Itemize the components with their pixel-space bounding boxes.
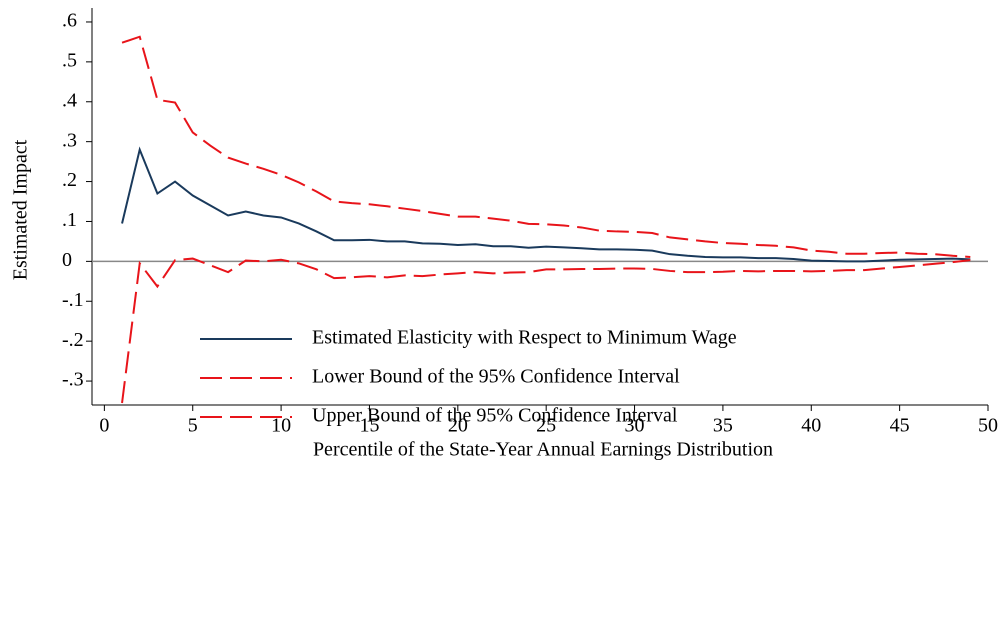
y-tick-label: .5 (62, 49, 77, 71)
y-tick-label: .6 (62, 10, 77, 32)
x-tick-label: 10 (271, 415, 291, 437)
x-tick-label: 20 (448, 415, 468, 437)
y-tick-label: .1 (62, 209, 77, 231)
y-tick-label: .2 (62, 169, 77, 191)
legend-label: Lower Bound of the 95% Confidence Interv… (312, 366, 680, 388)
y-tick-label: -.3 (62, 369, 84, 391)
y-tick-label: 0 (62, 249, 72, 271)
y-tick-label: -.1 (62, 289, 84, 311)
x-tick-label: 40 (801, 415, 821, 437)
series-line (121, 257, 971, 404)
y-tick-label: .4 (62, 89, 77, 111)
legend-label: Estimated Elasticity with Respect to Min… (312, 327, 737, 349)
series-line (121, 35, 971, 258)
x-tick-label: 5 (188, 415, 198, 437)
y-axis-label: Estimated Impact (10, 139, 32, 280)
y-tick-label: .3 (62, 129, 77, 151)
x-tick-label: 15 (359, 415, 379, 437)
x-tick-label: 50 (978, 415, 998, 437)
series-line (121, 146, 971, 263)
x-tick-label: 45 (890, 415, 910, 437)
x-axis-label: Percentile of the State-Year Annual Earn… (313, 439, 773, 461)
y-tick-label: -.2 (62, 329, 84, 351)
legend-label: Upper Bound of the 95% Confidence Interv… (312, 405, 678, 427)
x-tick-label: 35 (713, 415, 733, 437)
x-tick-label: 30 (625, 415, 645, 437)
x-tick-label: 0 (99, 415, 109, 437)
x-tick-label: 25 (536, 415, 556, 437)
